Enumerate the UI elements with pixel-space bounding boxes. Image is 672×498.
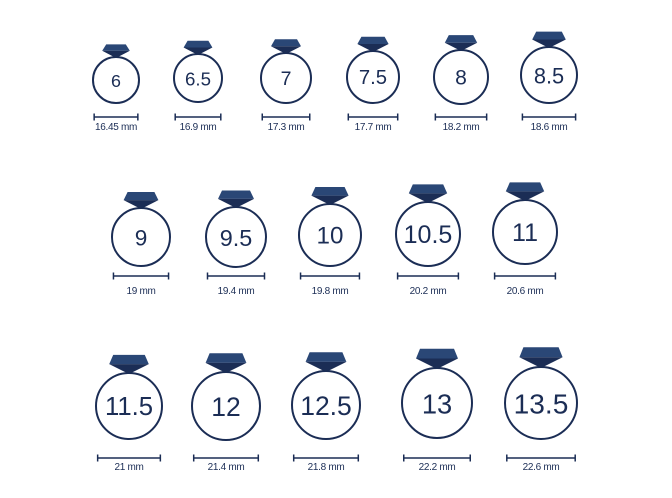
gem-pavilion-icon <box>102 50 130 58</box>
gem-pavilion-icon <box>532 39 566 48</box>
ring-item: 8 18.2 mm <box>433 35 489 133</box>
ring-circle <box>395 201 461 267</box>
ring-item: 6.5 16.9 mm <box>173 40 223 133</box>
ring-size-label: 13.5 <box>514 389 569 420</box>
gem-pavilion-icon <box>305 361 347 372</box>
ring-size-label: 13 <box>422 389 452 420</box>
ring-size-label: 7.5 <box>359 67 387 89</box>
ring-size-label: 6 <box>111 71 121 91</box>
ring-item: 12.5 21.8 mm <box>291 352 361 473</box>
diameter-label: 16.9 mm <box>180 122 217 133</box>
ring-item: 9.5 19.4 mm <box>205 190 267 297</box>
gem-crown-icon <box>271 39 301 47</box>
diameter-label: 20.6 mm <box>507 286 544 297</box>
ring-size-label: 11.5 <box>105 393 153 421</box>
ring-circle <box>346 50 400 104</box>
diameter-label: 22.2 mm <box>419 462 456 473</box>
ring-item: 12 21.4 mm <box>191 353 261 473</box>
gem-crown-icon <box>102 44 130 51</box>
ring-item: 6 16.45 mm <box>92 44 140 133</box>
gem-pavilion-icon <box>123 200 159 209</box>
gem-crown-icon <box>311 186 349 196</box>
ring-circle <box>173 53 223 103</box>
diameter-label: 18.6 mm <box>531 122 568 133</box>
gem-crown-icon <box>408 184 448 194</box>
ring-size-label: 12 <box>211 392 240 422</box>
diameter-label: 20.2 mm <box>410 286 447 297</box>
ring-item: 7 17.3 mm <box>260 39 312 133</box>
ring-circle <box>520 46 578 104</box>
diameter-label: 19.4 mm <box>218 286 255 297</box>
gem-crown-icon <box>123 192 159 201</box>
diameter-label: 19.8 mm <box>312 286 349 297</box>
gem-crown-icon <box>416 348 458 359</box>
ring-size-label: 10 <box>317 223 344 250</box>
diameter-label: 17.7 mm <box>355 122 392 133</box>
ring-circle <box>291 370 361 440</box>
ring-item: 7.5 17.7 mm <box>346 36 400 133</box>
gem-crown-icon <box>305 352 347 362</box>
gem-pavilion-icon <box>218 198 254 208</box>
diameter-label: 19 mm <box>126 286 155 297</box>
diameter-label: 21.4 mm <box>208 462 245 473</box>
diameter-label: 22.6 mm <box>523 462 560 473</box>
gem-crown-icon <box>218 190 254 199</box>
ring-circle <box>92 56 140 104</box>
ring-circle <box>205 206 267 268</box>
diameter-label: 17.3 mm <box>268 122 305 133</box>
ring-size-label: 9.5 <box>220 225 253 251</box>
ring-circle <box>191 371 261 441</box>
ring-circle <box>433 49 489 105</box>
ring-circle <box>492 199 558 265</box>
ring-size-label: 8.5 <box>534 64 564 89</box>
gem-crown-icon <box>357 36 389 44</box>
gem-crown-icon <box>205 353 247 363</box>
ring-item: 10.5 20.2 mm <box>395 184 461 297</box>
gem-crown-icon <box>183 40 213 48</box>
ring-item: 10 19.8 mm <box>298 186 362 297</box>
ring-circle <box>95 372 163 440</box>
gem-pavilion-icon <box>183 47 213 55</box>
ring-circle <box>401 367 473 439</box>
gem-pavilion-icon <box>311 195 349 205</box>
ring-size-label: 7 <box>281 68 292 90</box>
ring-circle <box>260 52 312 104</box>
ring-item: 9 19 mm <box>111 192 171 297</box>
ring-item: 13 22.2 mm <box>401 348 473 473</box>
ring-size-label: 9 <box>135 226 148 251</box>
gem-pavilion-icon <box>444 42 478 51</box>
ring-item: 11.5 21 mm <box>95 354 163 473</box>
diameter-label: 21 mm <box>114 462 143 473</box>
ring-circle <box>504 366 578 440</box>
gem-crown-icon <box>444 35 478 43</box>
gem-crown-icon <box>519 347 563 358</box>
gem-crown-icon <box>505 182 545 192</box>
gem-crown-icon <box>532 31 566 40</box>
gem-crown-icon <box>109 354 149 365</box>
ring-size-label: 10.5 <box>404 221 453 249</box>
gem-pavilion-icon <box>205 362 247 373</box>
ring-item: 8.5 18.6 mm <box>520 31 578 133</box>
gem-pavilion-icon <box>408 193 448 203</box>
gem-pavilion-icon <box>357 43 389 52</box>
ring-item: 13.5 22.6 mm <box>504 347 578 473</box>
gem-pavilion-icon <box>271 46 301 54</box>
gem-pavilion-icon <box>505 191 545 201</box>
ring-item: 11 20.6 mm <box>492 182 558 297</box>
diameter-label: 21.8 mm <box>308 462 345 473</box>
ring-circle <box>111 207 171 267</box>
gem-pavilion-icon <box>109 364 149 374</box>
ring-size-label: 12.5 <box>300 391 352 421</box>
ring-size-label: 8 <box>455 67 467 90</box>
gem-pavilion-icon <box>519 357 563 368</box>
diameter-label: 18.2 mm <box>443 122 480 133</box>
gem-pavilion-icon <box>416 358 458 369</box>
ring-size-label: 6.5 <box>185 69 211 90</box>
ring-size-label: 11 <box>512 219 538 247</box>
ring-circle <box>298 203 362 267</box>
diameter-label: 16.45 mm <box>95 122 137 133</box>
